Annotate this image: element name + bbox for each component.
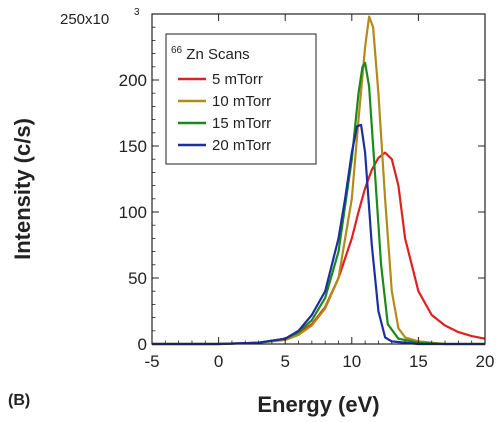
legend-title-superscript: 66 (171, 45, 183, 56)
legend-items: 5 mTorr 10 mTorr 15 mTorr 20 mTorr (178, 71, 271, 154)
x-axis-label: Energy (eV) (257, 392, 379, 417)
y-tick-label: 200 (119, 71, 147, 90)
panel-label: (B) (8, 392, 30, 409)
x-tick-label: 15 (409, 352, 428, 371)
plot-lines (152, 15, 486, 346)
legend-label-3: 20 mTorr (212, 137, 271, 154)
x-tick-label: 10 (342, 352, 361, 371)
y-tick-label: 150 (119, 137, 147, 156)
y-tick-label: 100 (119, 203, 147, 222)
y-tick-label: 0 (138, 335, 147, 354)
x-tick-label: 20 (476, 352, 495, 371)
series-line-1 (152, 15, 485, 346)
y-axis-label: Intensity (c/s) (10, 118, 35, 260)
legend-box (165, 33, 317, 165)
x-tick-label: -5 (144, 352, 159, 371)
plot-frame (151, 13, 486, 345)
legend-label-0: 5 mTorr (212, 71, 263, 88)
x-tick-label: 0 (214, 352, 223, 371)
legend-label-2: 15 mTorr (212, 115, 271, 132)
y-axis-multiplier: 250x10 (60, 11, 109, 28)
legend: 66 Zn Scans 5 mTorr 10 mTorr 15 mTorr 20 mT… (165, 33, 317, 165)
y-axis-multiplier-exponent: 3 (134, 7, 140, 18)
series-line-3 (152, 123, 485, 346)
x-tick-label: 5 (280, 352, 289, 371)
legend-label-1: 10 mTorr (212, 93, 271, 110)
legend-title: 66 Zn Scans (171, 40, 250, 63)
y-tick-label: 50 (128, 269, 147, 288)
legend-title-text: Zn Scans (186, 46, 249, 63)
